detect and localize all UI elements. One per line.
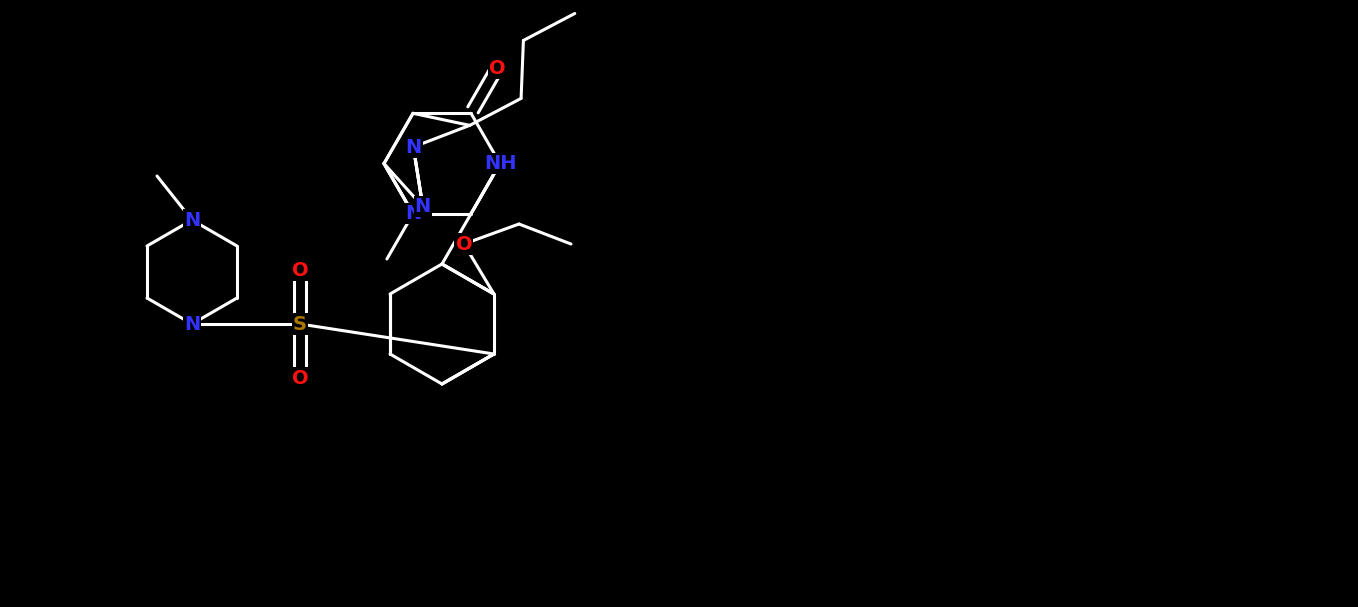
Text: O: O — [292, 260, 308, 279]
Text: N: N — [183, 314, 200, 333]
Text: N: N — [414, 197, 430, 216]
Text: N: N — [183, 211, 200, 229]
Text: O: O — [292, 368, 308, 387]
Text: S: S — [293, 314, 307, 333]
Text: NH: NH — [483, 154, 516, 173]
Text: O: O — [489, 59, 505, 78]
Text: N: N — [405, 138, 421, 157]
Text: N: N — [405, 205, 421, 223]
Text: O: O — [456, 234, 473, 254]
